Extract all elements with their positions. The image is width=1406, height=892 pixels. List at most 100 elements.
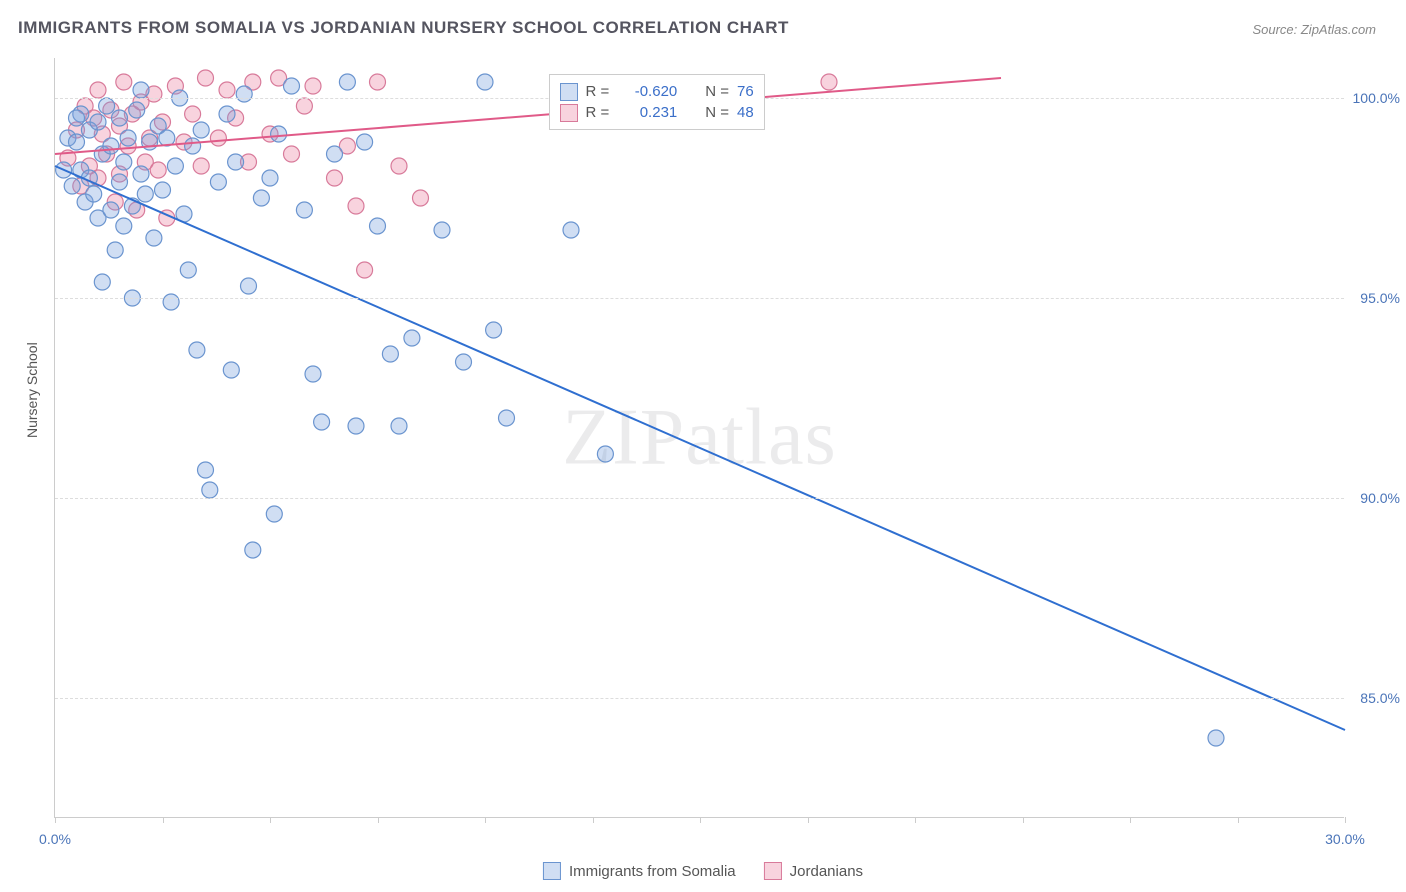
scatter-point <box>597 446 613 462</box>
scatter-point <box>69 134 85 150</box>
x-tick <box>485 817 486 823</box>
legend-swatch <box>560 104 578 122</box>
x-tick <box>593 817 594 823</box>
x-tick <box>1345 817 1346 823</box>
scatter-point <box>284 146 300 162</box>
gridline <box>55 698 1344 699</box>
r-label: R = <box>586 102 610 123</box>
scatter-point <box>116 218 132 234</box>
scatter-point <box>210 174 226 190</box>
scatter-point <box>223 362 239 378</box>
regression-line <box>55 166 1345 730</box>
x-tick-label: 30.0% <box>1325 831 1365 847</box>
scatter-point <box>327 146 343 162</box>
scatter-point <box>94 274 110 290</box>
scatter-point <box>219 106 235 122</box>
scatter-point <box>370 74 386 90</box>
legend-bottom: Immigrants from Somalia Jordanians <box>543 862 863 880</box>
scatter-point <box>262 170 278 186</box>
y-tick-label: 100.0% <box>1350 90 1400 106</box>
x-tick <box>915 817 916 823</box>
scatter-point <box>404 330 420 346</box>
scatter-point <box>193 122 209 138</box>
scatter-point <box>116 74 132 90</box>
scatter-point <box>253 190 269 206</box>
scatter-point <box>198 70 214 86</box>
scatter-point <box>434 222 450 238</box>
scatter-point <box>150 162 166 178</box>
scatter-point <box>821 74 837 90</box>
scatter-point <box>241 278 257 294</box>
x-tick <box>270 817 271 823</box>
scatter-point <box>129 102 145 118</box>
scatter-point <box>103 138 119 154</box>
scatter-point <box>69 110 85 126</box>
legend-item: Immigrants from Somalia <box>543 862 736 880</box>
scatter-point <box>103 202 119 218</box>
scatter-point <box>99 98 115 114</box>
scatter-point <box>193 158 209 174</box>
n-value: 48 <box>737 102 754 123</box>
scatter-point <box>236 86 252 102</box>
scatter-point <box>296 202 312 218</box>
scatter-point <box>185 106 201 122</box>
stats-legend-row: R =0.231N =48 <box>560 102 754 123</box>
legend-swatch <box>543 862 561 880</box>
stats-legend-row: R = -0.620 N = 76 <box>560 81 754 102</box>
scatter-point <box>296 98 312 114</box>
x-tick <box>700 817 701 823</box>
r-label: R = <box>586 81 610 102</box>
n-label: N = <box>705 102 729 123</box>
gridline <box>55 498 1344 499</box>
scatter-point <box>185 138 201 154</box>
scatter-point <box>163 294 179 310</box>
scatter-point <box>133 82 149 98</box>
scatter-point <box>284 78 300 94</box>
legend-item: Jordanians <box>764 862 863 880</box>
scatter-point <box>180 262 196 278</box>
scatter-point <box>382 346 398 362</box>
scatter-point <box>202 482 218 498</box>
x-tick <box>1130 817 1131 823</box>
legend-label: Immigrants from Somalia <box>569 863 736 880</box>
n-value: 76 <box>737 81 754 102</box>
scatter-point <box>64 178 80 194</box>
scatter-point <box>456 354 472 370</box>
scatter-point <box>413 190 429 206</box>
x-tick <box>1023 817 1024 823</box>
scatter-point <box>228 154 244 170</box>
scatter-point <box>90 82 106 98</box>
legend-label: Jordanians <box>790 863 863 880</box>
scatter-point <box>133 166 149 182</box>
source-credit: Source: ZipAtlas.com <box>1252 22 1376 37</box>
x-tick <box>378 817 379 823</box>
legend-swatch <box>764 862 782 880</box>
scatter-point <box>86 186 102 202</box>
scatter-point <box>266 506 282 522</box>
y-tick-label: 90.0% <box>1350 490 1400 506</box>
x-tick <box>163 817 164 823</box>
plot-area: ZIPatlas 85.0%90.0%95.0%100.0%0.0%30.0% <box>54 58 1344 818</box>
scatter-point <box>137 186 153 202</box>
stats-legend: R =-0.620N =76R =0.231N =48 <box>549 74 765 130</box>
scatter-point <box>305 366 321 382</box>
scatter-point <box>391 418 407 434</box>
scatter-point <box>107 242 123 258</box>
y-tick-label: 85.0% <box>1350 690 1400 706</box>
x-tick-label: 0.0% <box>39 831 71 847</box>
scatter-point <box>477 74 493 90</box>
scatter-point <box>210 130 226 146</box>
scatter-point <box>219 82 235 98</box>
x-tick <box>1238 817 1239 823</box>
scatter-point <box>1208 730 1224 746</box>
n-label: N = <box>705 81 729 102</box>
scatter-point <box>120 130 136 146</box>
scatter-point <box>486 322 502 338</box>
y-tick-label: 95.0% <box>1350 290 1400 306</box>
scatter-point <box>271 126 287 142</box>
scatter-point <box>314 414 330 430</box>
x-tick <box>808 817 809 823</box>
scatter-point <box>348 198 364 214</box>
chart-title: IMMIGRANTS FROM SOMALIA VS JORDANIAN NUR… <box>18 18 789 38</box>
r-value: -0.620 <box>617 81 677 102</box>
